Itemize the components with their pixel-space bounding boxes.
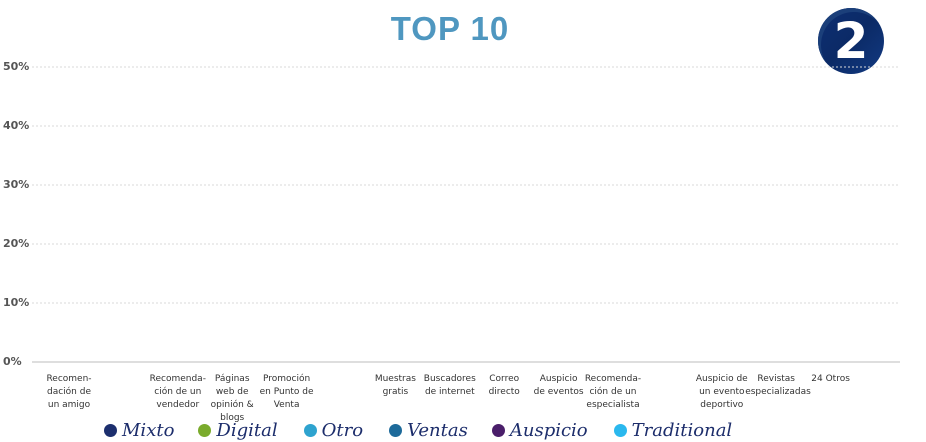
legend-dot: [104, 423, 117, 437]
badge-number: 2: [833, 12, 869, 70]
number-badge: 2: [818, 8, 884, 74]
legend-label: Otro: [321, 419, 364, 441]
y-tick-label: 40%: [3, 119, 29, 132]
x-tick-label: Promoción en Punto de Venta: [259, 374, 314, 410]
legend-item: Auspicio: [491, 419, 588, 441]
x-tick-label: Revistas especializadas: [745, 374, 811, 397]
x-tick-label: Auspicio de eventos: [533, 374, 584, 397]
legend-dot: [198, 423, 212, 437]
x-tick-label: Páginas web de opinión & blogs: [210, 374, 254, 423]
legend-label: Mixto: [122, 419, 175, 441]
legend-dot: [303, 423, 317, 437]
x-tick-label: Buscadores de internet: [423, 374, 476, 397]
legend-item: Mixto: [104, 420, 174, 441]
y-tick-label: 0%: [3, 355, 22, 368]
y-tick-label: 20%: [3, 237, 29, 250]
chart-legend: Mixto Digital Otro Ventas Auspicio Traditiona…: [104, 418, 732, 442]
legend-item: Otro: [303, 419, 364, 441]
x-tick-label: Recomenda-ción de un vendedor: [149, 374, 206, 410]
x-tick-label: Recomen-dación de un amigo: [46, 374, 92, 410]
x-tick-label: Muestras gratis: [374, 374, 416, 397]
legend-item: Digital: [198, 419, 278, 441]
legend-label: Digital: [216, 419, 278, 441]
y-tick-label: 10%: [3, 296, 29, 309]
y-tick-label: 30%: [3, 178, 29, 191]
legend-item: Ventas: [389, 420, 468, 441]
legend-label: Ventas: [407, 419, 468, 441]
chart-title: TOP 10: [390, 10, 510, 47]
x-tick-label: 24 Otros: [811, 374, 850, 384]
legend-dot: [389, 423, 403, 437]
legend-dot: [491, 423, 505, 437]
legend-item: Traditional: [613, 419, 733, 441]
legend-label: Traditional: [631, 419, 733, 441]
x-tick-label: Auspicio de un evento deportivo: [695, 374, 748, 410]
y-tick-label: 50%: [3, 60, 29, 73]
x-tick-label: Recomenda-ción de un especialista: [584, 374, 642, 410]
legend-label: Auspicio: [509, 419, 588, 441]
badge-circle: [818, 8, 884, 74]
legend-dot: [613, 423, 627, 437]
x-tick-label: Correo directo: [488, 374, 520, 397]
